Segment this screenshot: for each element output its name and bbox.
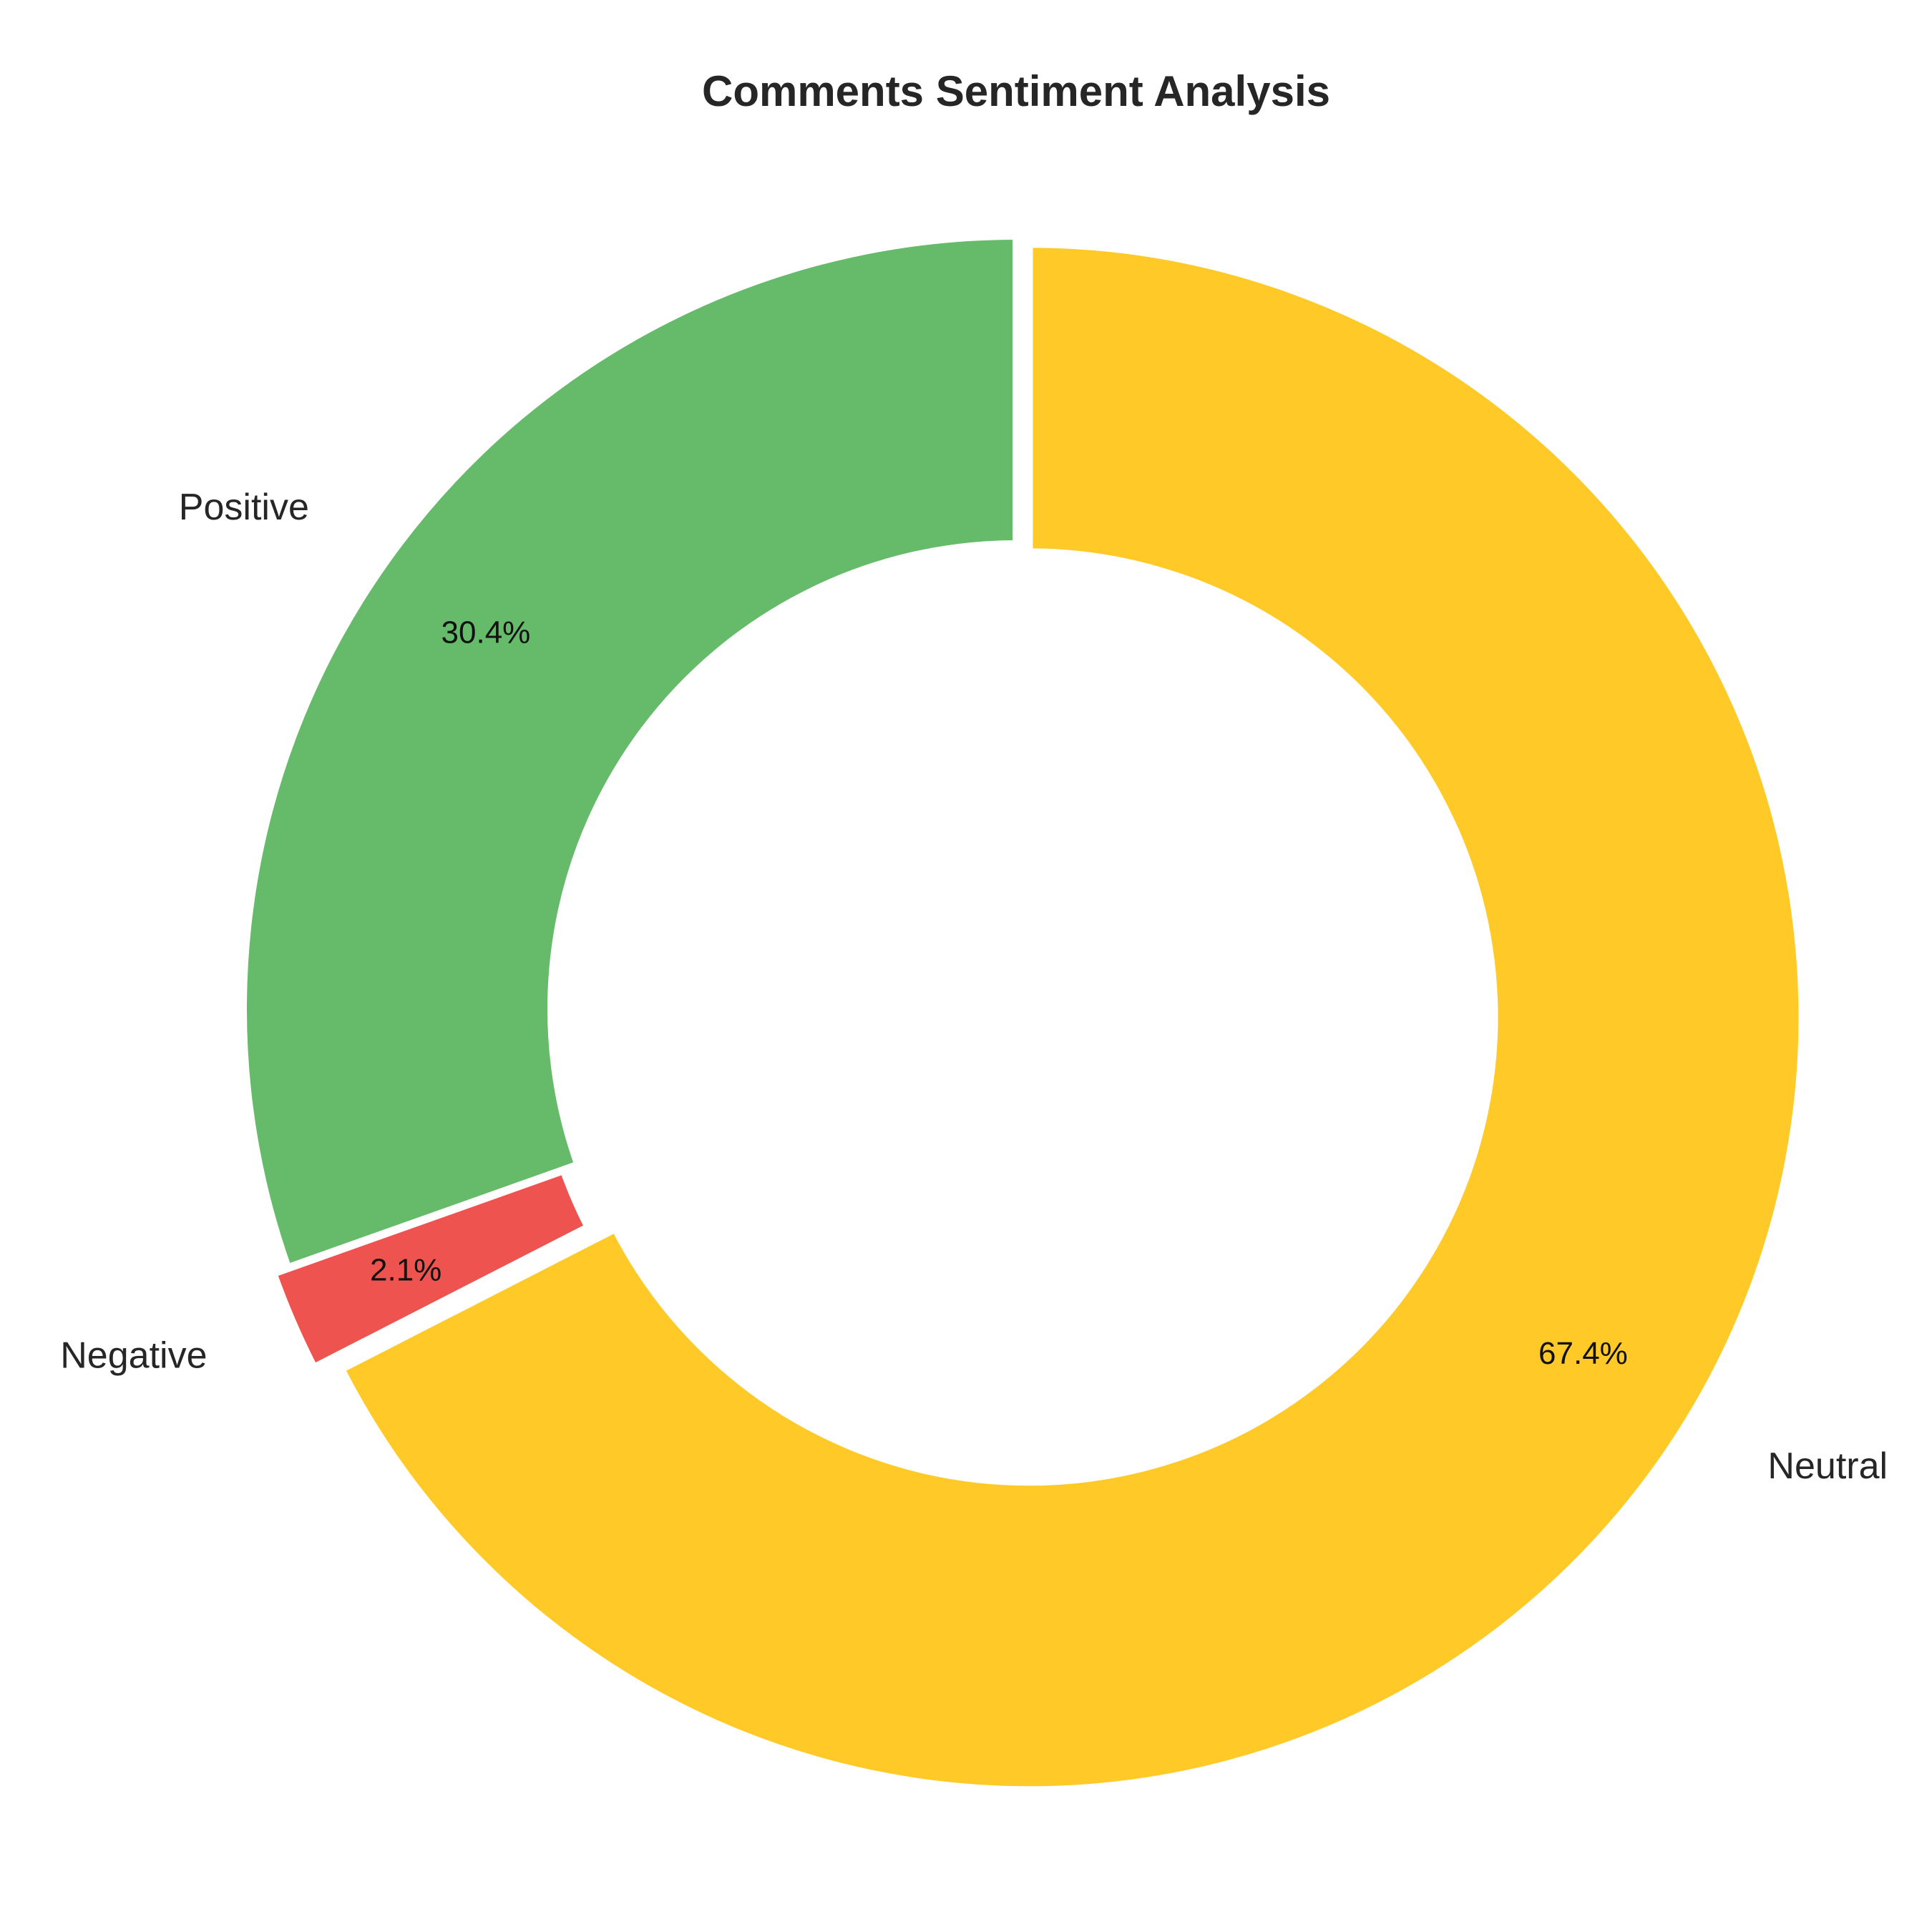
slice-pct-negative: 2.1% bbox=[370, 1253, 441, 1288]
slice-negative bbox=[269, 1166, 593, 1372]
slice-label-positive: Positive bbox=[179, 487, 309, 528]
slice-label-neutral: Neutral bbox=[1767, 1445, 1888, 1487]
chart-title: Comments Sentiment Analysis bbox=[702, 67, 1330, 115]
slice-positive bbox=[240, 232, 1020, 1272]
slice-pct-neutral: 67.4% bbox=[1538, 1336, 1628, 1371]
donut-labels: Positive 30.4% Negative 2.1% Neutral 67.4% bbox=[60, 487, 1888, 1487]
slice-label-negative: Negative bbox=[60, 1335, 207, 1376]
donut-slices bbox=[240, 232, 1806, 1794]
slice-pct-positive: 30.4% bbox=[441, 615, 531, 650]
slice-neutral bbox=[336, 240, 1806, 1794]
